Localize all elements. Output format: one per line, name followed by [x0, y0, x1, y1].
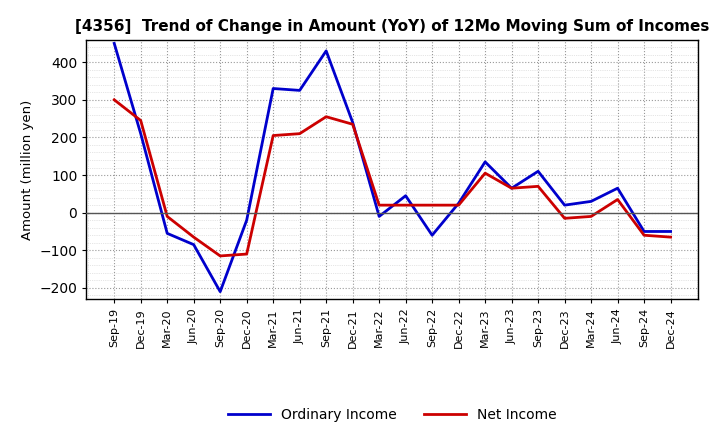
- Legend: Ordinary Income, Net Income: Ordinary Income, Net Income: [222, 402, 562, 427]
- Net Income: [587, 214, 595, 219]
- Ordinary Income: [534, 169, 542, 174]
- Ordinary Income: [322, 48, 330, 54]
- Net Income: [163, 214, 171, 219]
- Net Income: [613, 197, 622, 202]
- Ordinary Income: [269, 86, 277, 91]
- Title: [4356]  Trend of Change in Amount (YoY) of 12Mo Moving Sum of Incomes: [4356] Trend of Change in Amount (YoY) o…: [75, 19, 710, 34]
- Net Income: [348, 121, 357, 127]
- Net Income: [216, 253, 225, 259]
- Ordinary Income: [508, 186, 516, 191]
- Net Income: [666, 235, 675, 240]
- Ordinary Income: [295, 88, 304, 93]
- Ordinary Income: [189, 242, 198, 247]
- Ordinary Income: [587, 199, 595, 204]
- Ordinary Income: [401, 193, 410, 198]
- Ordinary Income: [163, 231, 171, 236]
- Ordinary Income: [454, 201, 463, 206]
- Net Income: [508, 186, 516, 191]
- Line: Net Income: Net Income: [114, 100, 670, 256]
- Net Income: [454, 202, 463, 208]
- Net Income: [295, 131, 304, 136]
- Ordinary Income: [110, 41, 119, 46]
- Net Income: [428, 202, 436, 208]
- Ordinary Income: [348, 120, 357, 125]
- Ordinary Income: [613, 186, 622, 191]
- Net Income: [481, 171, 490, 176]
- Ordinary Income: [428, 233, 436, 238]
- Net Income: [534, 183, 542, 189]
- Net Income: [640, 233, 649, 238]
- Net Income: [401, 202, 410, 208]
- Ordinary Income: [666, 229, 675, 234]
- Net Income: [322, 114, 330, 119]
- Ordinary Income: [375, 214, 384, 219]
- Ordinary Income: [640, 229, 649, 234]
- Line: Ordinary Income: Ordinary Income: [114, 44, 670, 292]
- Ordinary Income: [481, 159, 490, 165]
- Net Income: [243, 251, 251, 257]
- Net Income: [136, 118, 145, 123]
- Net Income: [375, 202, 384, 208]
- Ordinary Income: [243, 217, 251, 223]
- Ordinary Income: [560, 202, 569, 208]
- Ordinary Income: [136, 131, 145, 136]
- Net Income: [269, 133, 277, 138]
- Net Income: [560, 216, 569, 221]
- Ordinary Income: [216, 289, 225, 294]
- Y-axis label: Amount (million yen): Amount (million yen): [21, 99, 34, 239]
- Net Income: [110, 97, 119, 103]
- Net Income: [189, 235, 198, 240]
